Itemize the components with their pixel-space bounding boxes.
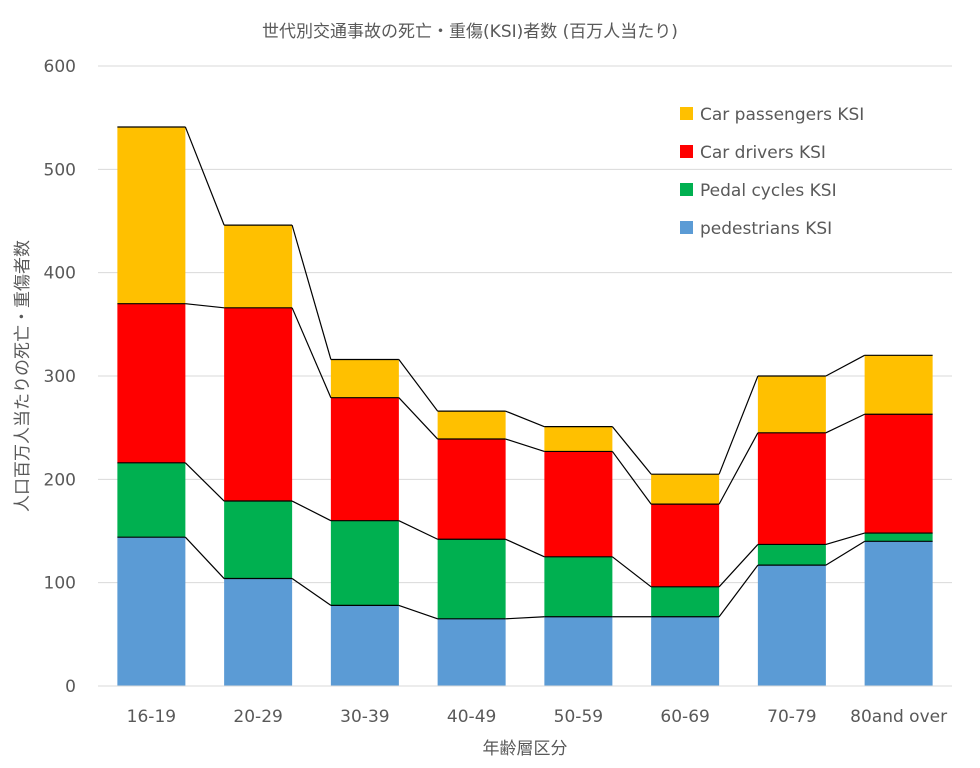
series-line-segment (505, 538, 545, 558)
bar-pedal-cycles-ksi (330, 520, 399, 606)
bar-pedal-cycles-ksi (224, 501, 293, 579)
x-tick-label: 16-19 (127, 707, 176, 727)
bar-pedal-cycles-ksi (864, 533, 933, 542)
series-line-segment (718, 544, 759, 588)
bar-car-drivers-ksi (330, 397, 399, 521)
legend-label: Pedal cycles KSI (700, 181, 837, 201)
x-tick-label: 50-59 (554, 707, 603, 727)
x-tick-label: 40-49 (447, 707, 496, 727)
y-tick-label: 100 (44, 574, 76, 594)
legend-swatch (680, 221, 693, 234)
series-line-segment (505, 616, 545, 620)
y-axis-label: 人口百万人当たりの死亡・重傷者数 (13, 240, 33, 512)
bar-car-passengers-ksi (437, 411, 506, 440)
legend-swatch (680, 183, 693, 196)
bar-car-drivers-ksi (117, 303, 186, 463)
bar-car-passengers-ksi (757, 376, 826, 433)
bar-car-passengers-ksi (651, 474, 720, 505)
bar-pedestrians-ksi (224, 578, 293, 686)
series-line-segment (184, 126, 225, 226)
x-axis-label: 年齢層区分 (483, 739, 568, 759)
y-tick-label: 0 (65, 677, 76, 697)
y-tick-label: 500 (44, 160, 76, 180)
series-line-segment (291, 500, 332, 522)
bar-pedestrians-ksi (864, 541, 933, 686)
series-line-segment (611, 426, 652, 475)
bar-pedestrians-ksi (330, 605, 399, 686)
series-line-segment (825, 354, 865, 377)
y-tick-label: 400 (44, 264, 76, 284)
x-tick-label: 80and over (850, 707, 947, 727)
series-line-segment (185, 303, 225, 309)
series-line-segment (184, 536, 225, 579)
series-line-segment (611, 451, 652, 505)
x-tick-label: 30-39 (340, 707, 389, 727)
bar-car-drivers-ksi (437, 439, 506, 540)
series-line-segment (612, 556, 652, 588)
legend-swatch (680, 107, 693, 120)
bar-car-passengers-ksi (330, 359, 399, 398)
series-line-segment (291, 307, 332, 398)
x-tick-label: 70-79 (767, 707, 816, 727)
legend-label: Car drivers KSI (700, 143, 826, 163)
series-line-segment (505, 438, 545, 453)
series-line-segment (718, 564, 759, 618)
series-line-segment (398, 397, 439, 440)
series-line-segment (398, 359, 439, 412)
series-line-segment (184, 462, 225, 502)
bar-pedal-cycles-ksi (544, 556, 613, 617)
x-tick-label: 20-29 (233, 707, 282, 727)
legend-swatch (680, 145, 693, 158)
bar-car-passengers-ksi (864, 355, 933, 415)
bar-pedestrians-ksi (437, 618, 506, 686)
bar-pedestrians-ksi (757, 565, 826, 686)
bar-pedal-cycles-ksi (437, 539, 506, 619)
bar-car-passengers-ksi (544, 426, 613, 452)
bar-car-drivers-ksi (224, 307, 293, 502)
series-line-segment (398, 604, 438, 620)
bar-pedestrians-ksi (651, 616, 720, 686)
series-line-segment (398, 520, 438, 540)
bar-pedal-cycles-ksi (757, 544, 826, 566)
series-line-segment (825, 413, 865, 434)
bar-pedestrians-ksi (117, 537, 186, 686)
x-tick-label: 60-69 (660, 707, 709, 727)
bar-car-drivers-ksi (864, 414, 933, 534)
y-tick-label: 600 (44, 57, 76, 77)
series-line-segment (825, 540, 865, 566)
bar-pedestrians-ksi (544, 616, 613, 686)
series-line-segment (718, 375, 759, 475)
bar-car-passengers-ksi (117, 126, 186, 304)
series-line-segment (825, 532, 865, 546)
series-line-segment (291, 578, 332, 606)
bar-car-passengers-ksi (224, 225, 293, 308)
bar-pedal-cycles-ksi (651, 586, 720, 617)
series-line-segment (505, 410, 545, 428)
chart-title: 世代別交通事故の死亡・重傷(KSI)者数 (百万人当たり) (262, 22, 678, 42)
series-line-segment (291, 224, 332, 360)
bar-pedal-cycles-ksi (117, 462, 186, 538)
y-tick-label: 200 (44, 470, 76, 490)
y-tick-label: 300 (44, 367, 76, 387)
legend-label: pedestrians KSI (700, 219, 832, 239)
series-line-segment (718, 432, 759, 505)
bar-car-drivers-ksi (651, 504, 720, 587)
bar-car-drivers-ksi (757, 432, 826, 545)
bar-car-drivers-ksi (544, 451, 613, 557)
legend-label: Car passengers KSI (700, 105, 864, 125)
